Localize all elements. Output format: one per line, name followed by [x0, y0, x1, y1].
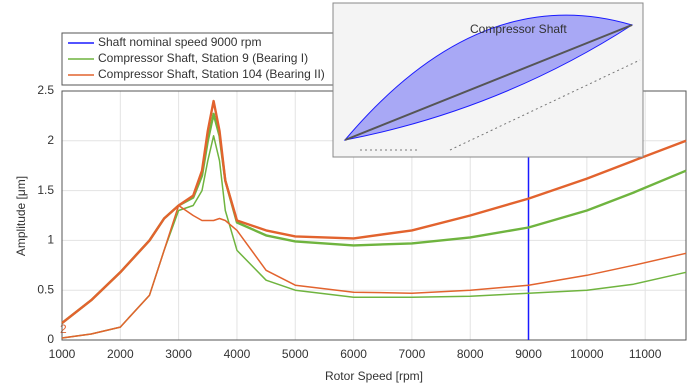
x-tick-label: 6000 [340, 347, 367, 361]
x-tick-label: 7000 [399, 347, 426, 361]
inset-label: Compressor Shaft [470, 22, 567, 36]
x-tick-label: 5000 [282, 347, 309, 361]
x-tick-label: 8000 [457, 347, 484, 361]
y-axis-label: Amplitude [μm] [14, 176, 28, 256]
y-tick-label: 0 [47, 332, 54, 346]
legend-label: Compressor Shaft, Station 104 (Bearing I… [98, 67, 325, 81]
y-tick-label: 0.5 [37, 282, 54, 296]
x-tick-label: 3000 [165, 347, 192, 361]
x-axis-label: Rotor Speed [rpm] [325, 369, 423, 383]
y-tick-label: 2.5 [37, 83, 54, 97]
legend-label: Shaft nominal speed 9000 rpm [98, 35, 261, 49]
y-tick-label: 2 [47, 133, 54, 147]
x-tick-label: 11000 [629, 347, 662, 361]
y-tick-label: 1 [47, 233, 54, 247]
x-tick-label: 2000 [107, 347, 134, 361]
inset: Compressor Shaft [333, 3, 643, 157]
x-tick-label: 4000 [224, 347, 251, 361]
x-tick-label: 9000 [515, 347, 542, 361]
x-tick-label: 10000 [570, 347, 604, 361]
annotation: 2 [60, 322, 67, 336]
chart: Rotor Speed [rpm] Amplitude [μm] 2 0 0.5 1… [0, 0, 691, 385]
legend-label: Compressor Shaft, Station 9 (Bearing I) [98, 51, 308, 65]
x-tick-label: 1000 [49, 347, 76, 361]
y-tick-label: 1.5 [37, 183, 54, 197]
